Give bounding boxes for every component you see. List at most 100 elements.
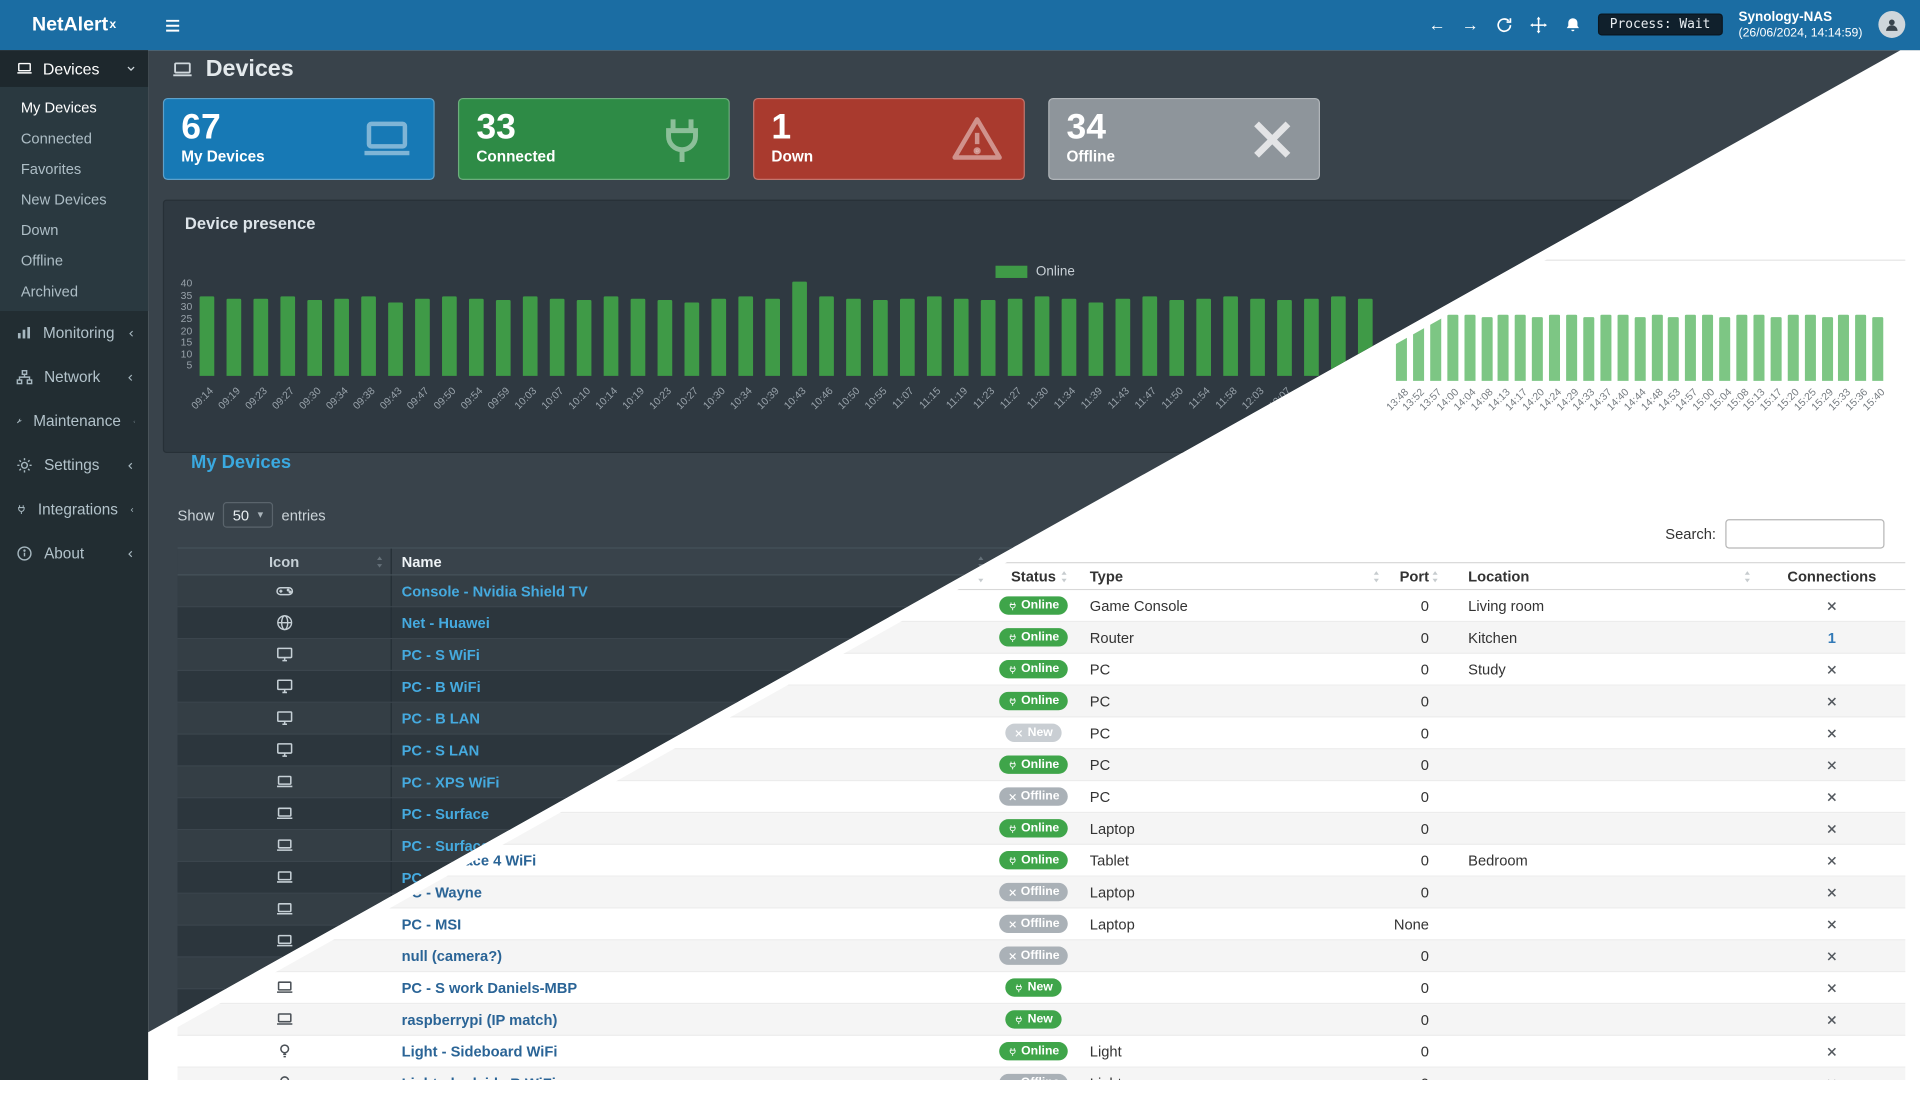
device-link[interactable]: PC - S work Daniels-MBP	[401, 978, 578, 997]
sidebar-item-down[interactable]: Down	[20, 221, 59, 239]
nav-back-button[interactable]: ←	[1428, 15, 1446, 35]
stat-card-my-devices[interactable]: 67 My Devices	[162, 97, 435, 181]
chart-bar	[1412, 314, 1424, 381]
device-icon-cell	[178, 702, 392, 734]
sidebar-item-favorites[interactable]: Favorites	[20, 159, 82, 177]
sidebar-item-archived[interactable]: Archived	[20, 282, 78, 300]
device-link[interactable]: PC - S WiFi	[401, 645, 480, 664]
device-type-cell: PC	[1089, 692, 1111, 710]
chart-bar	[900, 298, 915, 376]
device-link[interactable]: raspberrypi (IP match)	[401, 1010, 558, 1028]
device-link[interactable]: PC - B WiFi	[401, 677, 481, 695]
device-name-cell: null (camera?)	[392, 940, 992, 971]
device-link[interactable]: Console - Nvidia Shield TV	[401, 582, 588, 600]
nav-forward-button[interactable]: →	[1461, 15, 1479, 35]
device-port-cell: 0	[1420, 883, 1429, 901]
x-icon	[1007, 792, 1017, 802]
sidebar-item-connected[interactable]: Connected	[20, 129, 92, 147]
device-status-cell: Offline	[992, 940, 1075, 971]
sidebar-item-monitoring[interactable]: Monitoring	[0, 311, 148, 355]
laptop-icon	[275, 932, 293, 950]
device-type-cell: Light	[1089, 1074, 1122, 1092]
y-tick-label: 15	[180, 335, 193, 348]
sidebar-item-label: Monitoring	[43, 324, 115, 342]
x-icon	[1826, 790, 1838, 802]
chart-bar	[468, 298, 484, 376]
chart-bar	[846, 298, 861, 376]
device-link[interactable]: PC - MSI	[401, 915, 462, 933]
chart-bar	[1115, 298, 1131, 376]
device-name-cell: PC - MSI	[392, 909, 992, 940]
sidebar-item-devices[interactable]: Devices	[0, 50, 149, 87]
device-link[interactable]: null (camera?)	[401, 947, 503, 965]
chevron-down-icon	[125, 62, 137, 74]
sidebar-item-offline[interactable]: Offline	[20, 251, 64, 269]
chart-bar	[415, 298, 430, 376]
column-header-status[interactable]: Status	[992, 563, 1075, 589]
device-link[interactable]: Light - bedside B WiFi	[401, 1074, 556, 1092]
column-header-name[interactable]: Name	[392, 549, 992, 575]
stat-value: 33	[476, 107, 516, 147]
notifications-bell-icon[interactable]	[1563, 16, 1581, 34]
search-input[interactable]	[1725, 519, 1885, 549]
device-connections-cell	[1758, 972, 1905, 1003]
device-link[interactable]: PC - XPS WiFi	[401, 773, 500, 791]
desktop-icon	[275, 741, 293, 759]
device-icon-cell	[178, 575, 392, 607]
column-header-icon[interactable]: Icon	[178, 548, 392, 575]
chart-bar	[1583, 317, 1595, 381]
move-icon[interactable]	[1529, 16, 1547, 34]
device-link[interactable]: Light - Sideboard WiFi	[401, 1042, 558, 1060]
stat-card-down[interactable]: 1 Down	[753, 97, 1025, 181]
refresh-icon[interactable]	[1495, 16, 1513, 34]
network-icon	[16, 369, 33, 386]
column-header-location[interactable]: Location	[1446, 563, 1758, 589]
sidebar-item-about[interactable]: About	[0, 531, 148, 575]
sidebar: Devices My Devices Connected Favorites New …	[0, 50, 149, 1081]
column-header-type[interactable]: Type	[1075, 563, 1387, 589]
chart-bar	[1736, 314, 1748, 381]
device-type-cell: Laptop	[1089, 819, 1135, 837]
user-avatar[interactable]	[1878, 11, 1906, 39]
device-type-cell: Light	[1089, 1042, 1122, 1060]
sidebar-item-network[interactable]: Network	[0, 355, 148, 399]
app-logo[interactable]: NetAlert x	[0, 0, 148, 50]
stat-card-connected[interactable]: 33 Connected	[457, 97, 730, 181]
status-badge: Online	[999, 819, 1068, 838]
device-link[interactable]: PC - S LAN	[401, 741, 480, 759]
device-port-cell: 0	[1420, 1042, 1429, 1060]
device-link[interactable]: PC - B LAN	[401, 709, 481, 727]
gear-icon	[16, 457, 33, 474]
laptop-icon	[275, 836, 293, 854]
column-header-connections[interactable]: Connections	[1758, 563, 1905, 589]
device-link[interactable]: Net - Huawei	[401, 614, 490, 632]
table-row: raspberrypi (IP match) New 0	[177, 1004, 1906, 1036]
chart-bar	[1821, 317, 1833, 381]
connections-link[interactable]: 1	[1827, 628, 1836, 646]
sidebar-item-integrations[interactable]: Integrations	[0, 487, 148, 531]
sidebar-item-maintenance[interactable]: Maintenance	[0, 399, 148, 443]
device-location-cell	[1446, 718, 1758, 749]
page-title-text: Devices	[205, 56, 294, 83]
plug-icon	[1008, 823, 1018, 833]
stat-card-offline[interactable]: 34 Offline	[1048, 97, 1321, 181]
sidebar-item-my-devices[interactable]: My Devices	[20, 98, 97, 116]
chevleft-icon	[126, 328, 136, 339]
device-connections-cell: 1	[1758, 622, 1905, 653]
device-connections-cell	[1758, 909, 1905, 940]
sidebar-item-new-devices[interactable]: New Devices	[20, 190, 107, 208]
entries-select[interactable]: 50 ▾	[222, 502, 273, 528]
sidebar-toggle-button[interactable]	[148, 0, 197, 50]
sidebar-item-settings[interactable]: Settings	[0, 443, 148, 487]
plug-icon	[1008, 760, 1018, 770]
device-name-cell: PC - Surface 4 WiFi	[392, 845, 992, 876]
column-header-port[interactable]: Port	[1387, 563, 1446, 589]
chart-bar	[226, 298, 242, 376]
device-link[interactable]: PC - Wayne	[401, 883, 482, 901]
sort-icon	[373, 553, 385, 569]
status-badge: Offline	[998, 787, 1069, 806]
device-port-cell: 0	[1420, 851, 1429, 869]
y-tick-label: 5	[186, 359, 193, 372]
device-link[interactable]: PC - Surface	[401, 805, 490, 823]
chart-bar	[1034, 295, 1050, 376]
